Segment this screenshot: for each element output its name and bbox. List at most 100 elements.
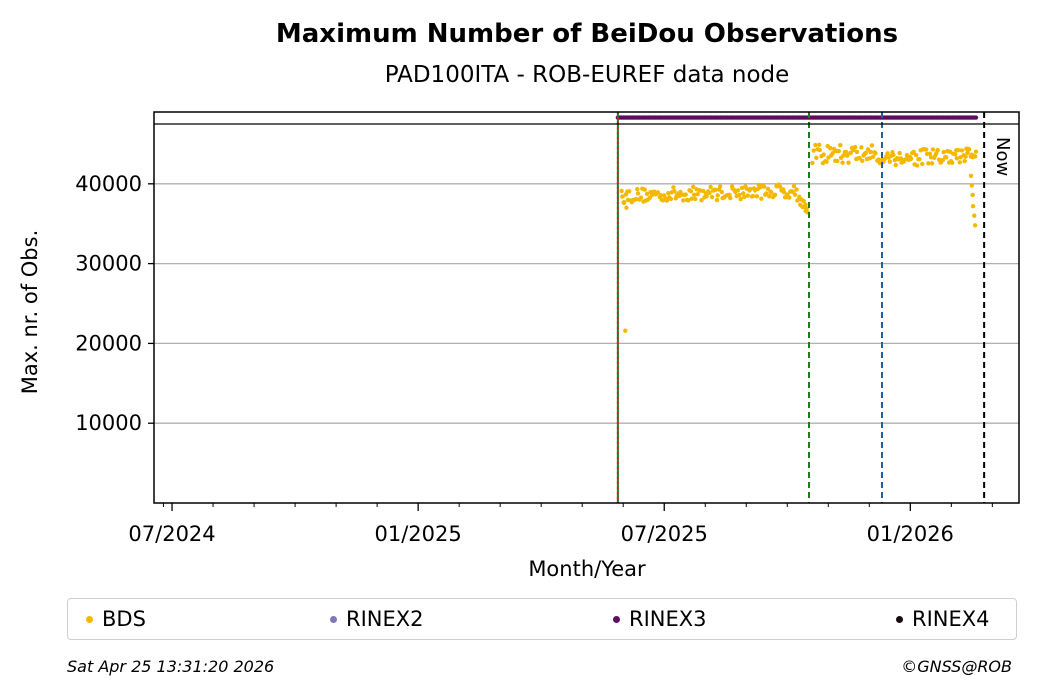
legend-label-bds: BDS — [102, 607, 146, 631]
bds-point — [972, 154, 978, 159]
bds-point — [624, 205, 629, 210]
bds-point — [691, 184, 696, 189]
bds-point — [707, 190, 712, 196]
bds-point — [704, 193, 709, 199]
bds-point — [848, 150, 853, 156]
x-tick-label: 07/2024 — [128, 522, 215, 546]
bds-point — [689, 196, 694, 201]
bds-point — [840, 160, 845, 165]
bds-point — [672, 188, 677, 194]
legend-marker-rinex3 — [613, 615, 620, 623]
bds-point — [941, 149, 946, 155]
bds-point — [750, 193, 756, 199]
bds-point — [803, 208, 808, 214]
bds-point — [635, 186, 640, 192]
x-tick-label: 01/2026 — [867, 522, 954, 546]
bds-point — [929, 161, 935, 166]
bds-point — [817, 142, 822, 148]
bds-point — [765, 186, 771, 192]
bds-point — [956, 148, 961, 153]
legend-item-bds: BDS — [86, 607, 146, 631]
legend-item-rinex3: RINEX3 — [613, 607, 707, 631]
bds-point — [817, 147, 822, 153]
bds-point — [852, 144, 858, 150]
bds-point — [801, 204, 806, 210]
grid-lines — [154, 183, 1019, 424]
bds-point — [671, 185, 676, 190]
bds-point — [893, 162, 898, 168]
bds-point — [913, 152, 919, 158]
bds-point — [914, 163, 920, 168]
bds-point — [834, 158, 840, 164]
bds-point — [930, 147, 936, 152]
bds-point — [668, 196, 674, 202]
bds-point — [666, 190, 671, 196]
legend-item-rinex2: RINEX2 — [330, 607, 424, 631]
bds-point — [781, 190, 787, 195]
bds-point — [792, 192, 798, 197]
bds-point — [897, 150, 902, 156]
bds-point — [735, 188, 741, 193]
axes: 10000 20000 30000 40000 07/2024 01/2025 07/202… — [75, 123, 1019, 546]
chart-subtitle: PAD100ITA - ROB-EUREF data node — [385, 62, 790, 88]
bds-point — [745, 193, 750, 198]
bds-point — [728, 195, 733, 201]
bds-point — [854, 149, 860, 155]
bds-point — [843, 149, 849, 155]
y-axis-label: Max. nr. of Obs. — [18, 230, 42, 395]
bds-point — [859, 145, 864, 150]
bds-point — [885, 151, 890, 156]
bds-point — [642, 187, 647, 192]
bds-point — [688, 189, 694, 194]
bds-point — [638, 195, 644, 200]
bds-point — [891, 152, 896, 158]
bds-point — [810, 160, 815, 166]
bds-point — [708, 184, 713, 190]
bds-point — [621, 200, 627, 206]
x-tick-label: 01/2025 — [375, 522, 462, 546]
bds-point — [966, 147, 972, 152]
y-tick-label: 20000 — [75, 331, 142, 355]
bds-point — [972, 213, 977, 218]
bds-point — [869, 143, 875, 148]
bds-point — [950, 160, 955, 165]
bds-point — [787, 195, 792, 200]
x-tick-label: 07/2025 — [621, 522, 708, 546]
y-tick-label: 10000 — [75, 411, 142, 435]
bds-point — [940, 158, 945, 163]
legend-label-rinex4: RINEX4 — [912, 607, 990, 631]
bds-point — [873, 151, 878, 156]
bds-point — [838, 143, 843, 148]
bds-point — [719, 189, 725, 195]
bds-point — [920, 161, 925, 167]
bds-point — [863, 150, 868, 156]
bds-point — [739, 185, 745, 191]
bds-point — [824, 159, 829, 164]
bds-point — [767, 194, 772, 199]
bds-point — [681, 198, 686, 203]
bds-point — [686, 198, 691, 203]
legend-marker-bds — [86, 615, 93, 623]
bds-point — [870, 154, 876, 159]
bds-point — [623, 328, 628, 333]
bds-point — [759, 196, 764, 201]
bds-point — [958, 155, 963, 160]
bds-point — [857, 155, 862, 161]
bds-point — [926, 161, 931, 166]
bds-point — [970, 203, 976, 209]
bds-point — [954, 156, 960, 161]
bds-point — [742, 194, 747, 200]
legend-label-rinex2: RINEX2 — [346, 607, 424, 631]
bds-point — [813, 142, 818, 148]
bds-point — [952, 152, 958, 157]
bds-point — [917, 157, 922, 162]
footer-timestamp: Sat Apr 25 13:31:20 2026 — [67, 657, 275, 676]
bds-point — [748, 186, 753, 192]
bds-point — [717, 184, 723, 189]
bds-point — [972, 223, 978, 228]
bds-point — [828, 146, 833, 151]
bds-point — [664, 198, 670, 203]
bds-point — [764, 191, 769, 196]
bds-point — [772, 192, 778, 198]
